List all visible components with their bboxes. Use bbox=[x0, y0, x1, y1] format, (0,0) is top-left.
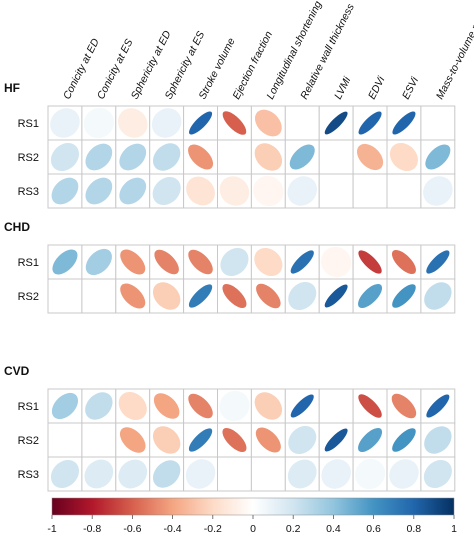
colorbar-tick-label: -0.8 bbox=[83, 523, 101, 535]
colorbar-tick-label: 0.6 bbox=[366, 523, 381, 535]
colorbar-tick-label: 0.2 bbox=[286, 523, 301, 535]
grid-cell bbox=[218, 140, 252, 174]
colorbar-tick-label: -0.2 bbox=[204, 523, 222, 535]
grid-cell bbox=[82, 279, 116, 313]
colorbar bbox=[52, 498, 454, 515]
group-label-cvd: CVD bbox=[4, 364, 30, 378]
grid-cell bbox=[48, 279, 82, 313]
colorbar-tick-label: 0.4 bbox=[326, 523, 341, 535]
row-label-cvd-rs3: RS3 bbox=[18, 469, 39, 481]
column-label-conicity-at-es: Conicity at ES bbox=[95, 37, 136, 101]
grid-cell bbox=[82, 423, 116, 457]
row-label-chd-rs2: RS2 bbox=[18, 291, 39, 303]
row-label-hf-rs1: RS1 bbox=[18, 118, 39, 130]
grid-cell bbox=[218, 457, 252, 491]
column-label-edvi: EDVi bbox=[366, 74, 388, 101]
column-label-lvmi: LVMi bbox=[332, 75, 354, 102]
grid-cell bbox=[319, 174, 353, 208]
grid-cell bbox=[387, 174, 421, 208]
grid-cell bbox=[421, 106, 455, 140]
row-label-hf-rs3: RS3 bbox=[18, 186, 39, 198]
colorbar-tick-label: 0 bbox=[250, 523, 256, 535]
grid-cell bbox=[319, 389, 353, 423]
row-label-hf-rs2: RS2 bbox=[18, 152, 39, 164]
colorbar-tick-label: -0.6 bbox=[123, 523, 141, 535]
group-label-hf: HF bbox=[4, 81, 20, 95]
row-label-cvd-rs2: RS2 bbox=[18, 435, 39, 447]
colorbar-tick-label: -1 bbox=[47, 523, 56, 535]
grid-cell bbox=[319, 140, 353, 174]
column-label-mass-to-volume-ratio: Mass-to-volume ratio bbox=[434, 8, 474, 101]
grid-cell bbox=[48, 423, 82, 457]
grid-cell bbox=[251, 457, 285, 491]
colorbar-tick-label: 0.8 bbox=[406, 523, 421, 535]
row-label-cvd-rs1: RS1 bbox=[18, 401, 39, 413]
row-label-chd-rs1: RS1 bbox=[18, 257, 39, 269]
column-label-esvi: ESVi bbox=[400, 75, 422, 102]
colorbar-tick-label: -0.4 bbox=[164, 523, 182, 535]
colorbar-tick-label: 1 bbox=[451, 523, 457, 535]
grid-cell bbox=[353, 174, 387, 208]
group-label-chd: CHD bbox=[4, 220, 30, 234]
column-label-conicity-at-ed: Conicity at ED bbox=[61, 36, 102, 101]
grid-cell bbox=[285, 106, 319, 140]
